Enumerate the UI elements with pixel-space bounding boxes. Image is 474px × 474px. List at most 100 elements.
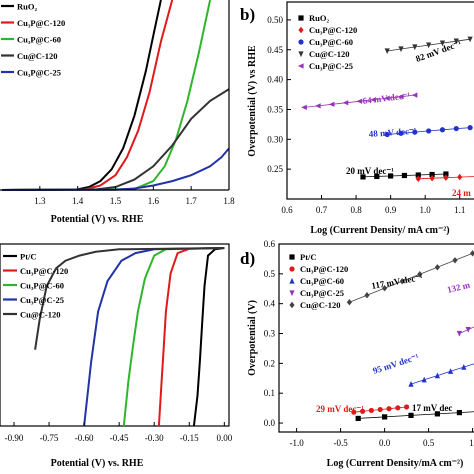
- panel-c-curve-2: [122, 247, 225, 427]
- panel-d-fit-line-0: [358, 411, 474, 419]
- panel-d-point: [386, 406, 392, 412]
- panel-b-point: [384, 131, 390, 138]
- panel-a-curves: [1, 0, 230, 191]
- panel-d-legend-marker: [289, 290, 295, 297]
- panel-c-legend-label: Cu₃P@C-120: [20, 266, 68, 276]
- panel-d-y-axis-title: Overpotential (V): [247, 300, 258, 376]
- panel-a-curve-2: [1, 0, 212, 191]
- panel-a-x-tick-label: 1.6: [148, 196, 160, 206]
- panel-b-legend-marker: [298, 26, 304, 34]
- panel-b-point: [415, 175, 421, 183]
- panel-d-x-tick-label: -0.5: [333, 438, 348, 448]
- panel-a-legend-label: Cu₃P@C-25: [17, 68, 61, 78]
- panel-b-point: [397, 94, 404, 100]
- panel-b-x-tick-label: 1.0: [420, 205, 432, 215]
- panel-b-x-axis-title: Log (Current Density/ mA cm⁻²): [310, 225, 449, 236]
- panel-b-legend-label: RuO₂: [309, 13, 329, 23]
- panel-b-point: [411, 92, 418, 98]
- panel-c-frame: [0, 243, 230, 427]
- panel-a: 1.3 1.4 1.5 1.6 1.7 1.8 Potential (V) vs. RHE…: [0, 0, 235, 225]
- panel-b-point: [443, 174, 449, 181]
- panel-b-point: [467, 125, 473, 131]
- panel-a-x-tick-label: 1.3: [34, 196, 46, 206]
- panel-b-point: [412, 129, 418, 135]
- panel-b-slope-label: 20 mV dec⁻¹: [346, 166, 394, 176]
- panel-d-y-tick-label: 0.2: [264, 358, 275, 368]
- panel-c-legend-label: Cu@C-120: [20, 310, 61, 320]
- panel-c-curve-4: [34, 247, 225, 350]
- panel-b-letter: b): [240, 5, 255, 24]
- panel-a-x-tick-label: 1.4: [72, 196, 84, 206]
- panel-a-x-tick-label: 1.8: [223, 196, 235, 206]
- panel-b-x-tick-label: 0.9: [385, 205, 397, 215]
- panel-d-y-tick-label: 0.0: [264, 418, 276, 428]
- panel-a-legend: RuO₂ Cu₃P@C-120 Cu₃P@C-60 Cu@C-120 Cu₃P@C-25: [1, 2, 65, 78]
- panel-b-point: [356, 98, 363, 104]
- panel-c-x-tick-label: -0.30: [145, 433, 164, 443]
- panel-c: -0.90 -0.75 -0.60 -0.45 -0.30 -0.15 0.00 Poten…: [0, 243, 233, 469]
- panel-b-point: [429, 175, 435, 182]
- panel-b-legend-label: Cu₃P@C-25: [309, 61, 353, 71]
- panel-d-legend-marker: [289, 277, 295, 284]
- panel-d-slope-label: 17 mV dec: [412, 403, 452, 413]
- panel-b-y-axis-title: Overpotential (V) vs RHE: [247, 45, 258, 157]
- panel-c-legend-label: Cu₃P@C-60: [20, 281, 64, 291]
- panel-a-x-ticks: 1.3 1.4 1.5 1.6 1.7 1.8: [34, 186, 235, 206]
- panel-d-slope-label: 132 m: [446, 279, 471, 294]
- panel-d-point: [465, 326, 471, 333]
- panel-c-x-tick-label: -0.75: [40, 433, 59, 443]
- panel-b-ticks: 0.6 0.7 0.8 0.9 1.0 1.1 0.25 0.30 0.35 0.40 0.45 0.…: [267, 15, 465, 215]
- panel-b-point: [374, 173, 380, 180]
- panel-d-point: [408, 381, 414, 387]
- panel-a-x-tick-label: 1.7: [186, 196, 198, 206]
- panel-d-legend-label: Cu@C-120: [300, 300, 341, 310]
- panel-c-curve-1: [157, 247, 225, 427]
- panel-d-point: [382, 285, 388, 292]
- panel-b-point: [426, 128, 432, 134]
- panel-b-point: [453, 125, 459, 132]
- panel-d-point: [355, 415, 361, 422]
- panel-b-point: [426, 42, 432, 49]
- panel-d: d) -1.0 -0.5 0.0 0.5 1. 0.0 0.1 0.2 0.3 0.4 0.5 0.6…: [240, 239, 474, 469]
- panel-d-legend-marker: [289, 301, 295, 309]
- panel-d-point: [434, 411, 440, 417]
- panel-d-legend: Pt/C Cu₃P@C-120 Cu₃P@C-60 Cu₃P@C-25 Cu@C-120: [289, 252, 348, 310]
- panel-b-legend-label: Cu@C-120: [309, 49, 350, 59]
- panel-a-curve-4: [1, 147, 230, 191]
- panel-d-y-tick-label: 0.5: [264, 269, 276, 279]
- panel-c-legend: Pt/C Cu₃P@C-120 Cu₃P@C-60 Cu₃P@C-25 Cu@C-120: [3, 252, 68, 320]
- panel-d-legend-label: Cu₃P@C-60: [300, 276, 344, 286]
- panel-b-slope-label: 24 m: [452, 188, 471, 198]
- panel-a-legend-label: Cu@C-120: [17, 51, 58, 61]
- panel-a-x-tick-label: 1.5: [110, 196, 122, 206]
- panel-a-legend-label: RuO₂: [17, 2, 37, 12]
- panel-a-curve-3: [1, 88, 230, 191]
- panel-c-x-axis-title: Potential (V) vs. RHE: [51, 458, 144, 469]
- panel-b-point: [301, 104, 307, 110]
- panel-d-y-tick-label: 0.1: [264, 388, 275, 398]
- panel-d-x-tick-label: 0.5: [423, 438, 435, 448]
- panel-d-ticks: -1.0 -0.5 0.0 0.5 1. 0.0 0.1 0.2 0.3 0.4 0.5 0.6: [264, 239, 474, 448]
- panel-b-y-tick-label: 0.25: [267, 164, 283, 174]
- panel-b-point: [439, 40, 446, 47]
- panel-c-curves: [34, 247, 225, 427]
- panel-b-point: [467, 36, 473, 43]
- panel-b-point: [314, 103, 321, 109]
- panel-a-curve-1: [1, 0, 174, 191]
- panel-d-point: [434, 372, 440, 379]
- panel-d-point: [382, 414, 388, 420]
- panel-d-legend-marker: [289, 254, 295, 260]
- panel-d-point: [399, 278, 405, 285]
- panel-d-frame: [278, 243, 474, 433]
- panel-d-point: [404, 404, 410, 410]
- panel-d-point: [395, 405, 401, 411]
- panel-b-y-tick-label: 0.35: [267, 104, 283, 114]
- panel-d-point: [456, 410, 462, 416]
- panel-d-point: [456, 330, 462, 337]
- panel-d-point: [434, 264, 440, 271]
- panel-b-legend-marker: [298, 39, 304, 45]
- panel-b-point: [328, 101, 335, 107]
- panel-b-point: [384, 95, 390, 101]
- panel-d-point: [470, 250, 474, 257]
